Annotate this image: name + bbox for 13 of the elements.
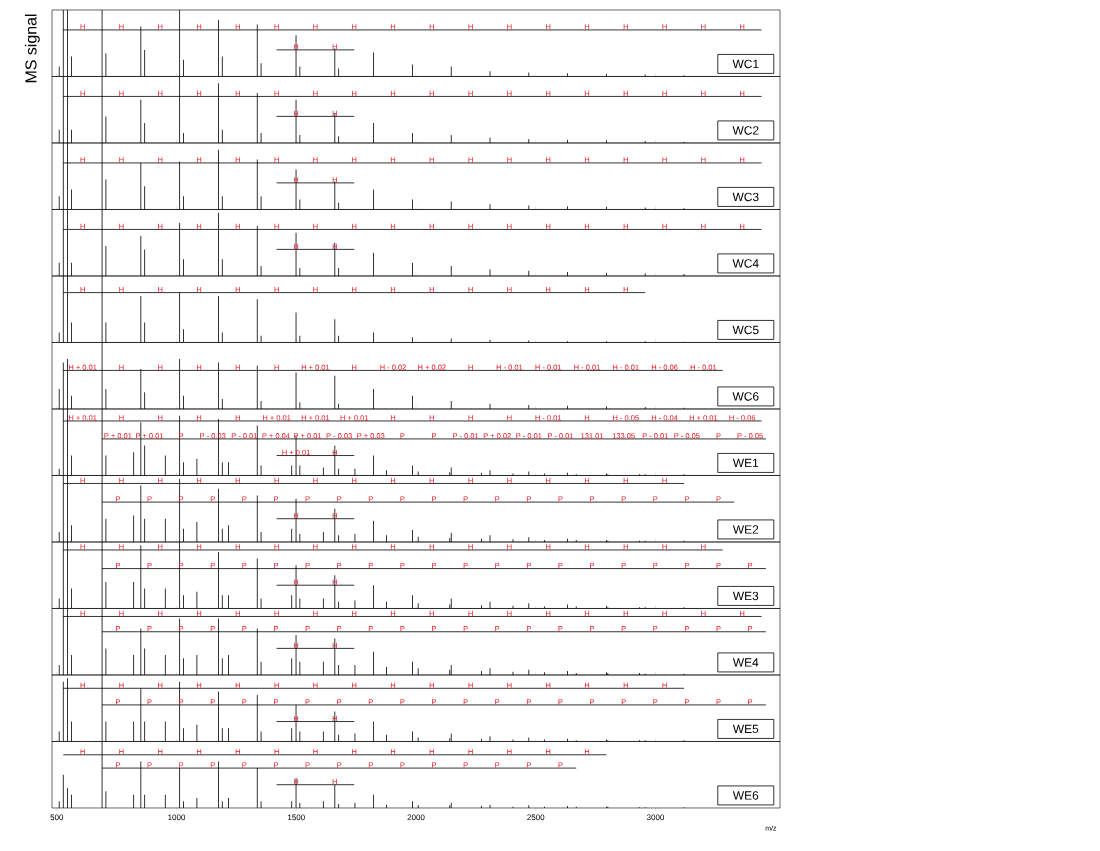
- y-axis-title: MS signal: [24, 14, 40, 83]
- text: WE6: [732, 791, 759, 800]
- text: WC6: [732, 392, 759, 401]
- text: WC2: [732, 126, 759, 135]
- text: WE1: [732, 458, 759, 468]
- text: WE5: [732, 724, 759, 734]
- text: WC3: [732, 192, 759, 202]
- text: WE4: [732, 658, 759, 667]
- text: WE3: [732, 591, 759, 601]
- text: WC5: [732, 325, 759, 335]
- text: WE2: [732, 525, 759, 534]
- text: WC4: [732, 259, 759, 268]
- text: WC1: [732, 59, 759, 69]
